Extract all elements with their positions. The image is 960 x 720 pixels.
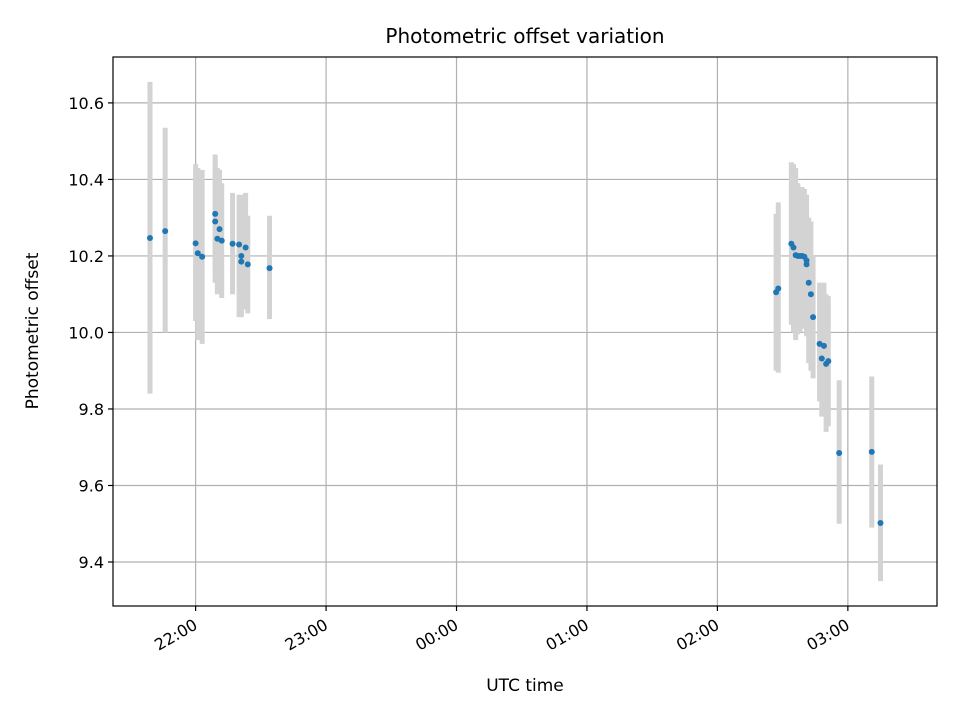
data-points [146, 210, 884, 526]
data-point-30 [810, 314, 817, 321]
data-point-5 [212, 210, 219, 217]
data-point-33 [820, 342, 827, 349]
data-point-32 [818, 355, 825, 362]
data-point-37 [868, 448, 875, 455]
chart-title: Photometric offset variation [385, 24, 664, 48]
grid [113, 57, 937, 606]
data-point-1 [162, 228, 169, 235]
data-point-14 [242, 244, 249, 251]
data-point-38 [877, 519, 884, 526]
data-point-15 [244, 261, 251, 268]
data-point-28 [805, 279, 812, 286]
y-tick-label-9-4: 9.4 [79, 553, 104, 572]
data-point-16 [266, 265, 273, 272]
plot-area-frame [112, 56, 938, 607]
data-point-10 [229, 240, 236, 247]
y-axis-label: Photometric offset [23, 252, 43, 409]
y-tick-label-10-6: 10.6 [68, 94, 104, 113]
y-tick-label-10-4: 10.4 [68, 170, 104, 189]
data-point-4 [199, 253, 206, 260]
y-tick-label-9-6: 9.6 [79, 476, 104, 495]
data-point-0 [146, 234, 153, 241]
data-point-9 [218, 237, 225, 244]
data-point-12 [238, 252, 245, 259]
x-axis-label: UTC time [486, 676, 564, 696]
data-point-18 [775, 285, 782, 292]
y-tick-label-10-2: 10.2 [68, 247, 104, 266]
data-point-27 [803, 257, 810, 264]
y-tick-label-9-8: 9.8 [79, 400, 104, 419]
data-point-11 [236, 241, 243, 248]
data-point-36 [836, 449, 843, 456]
data-point-20 [790, 244, 797, 251]
data-point-3 [194, 250, 201, 257]
data-point-35 [825, 358, 832, 365]
data-point-6 [212, 218, 219, 225]
y-tick-label-10: 10.0 [68, 323, 104, 342]
data-point-8 [216, 226, 223, 233]
data-point-29 [807, 291, 814, 298]
data-point-2 [192, 240, 199, 247]
data-point-13 [238, 258, 245, 265]
